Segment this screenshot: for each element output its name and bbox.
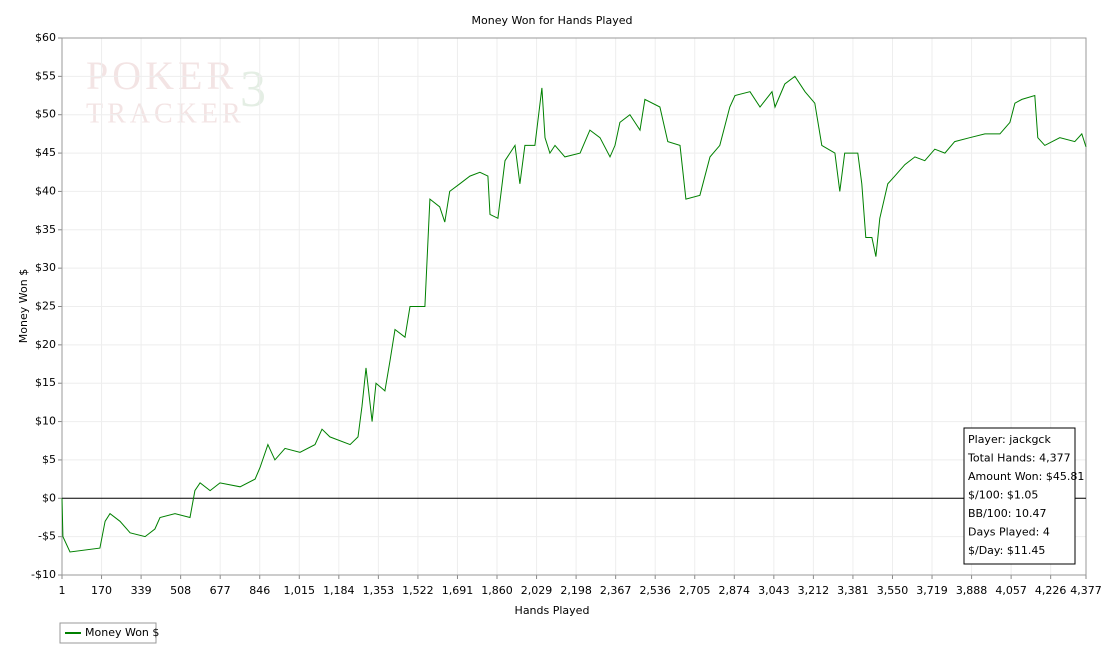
- x-tick-label: 4,226: [1035, 584, 1067, 597]
- y-tick-label: -$10: [31, 568, 56, 581]
- x-tick-label: 1,522: [402, 584, 434, 597]
- plot-border: [61, 37, 1087, 576]
- x-tick-label: 1: [59, 584, 66, 597]
- y-tick-label: -$5: [38, 530, 56, 543]
- x-tick-label: 2,198: [560, 584, 592, 597]
- watermark-text: TRACKER: [86, 98, 245, 129]
- x-tick-label: 1,015: [284, 584, 316, 597]
- x-tick-label: 339: [131, 584, 152, 597]
- watermark: POKER TRACKER 3: [86, 53, 270, 129]
- info-text: Days Played: 4: [968, 526, 1050, 539]
- x-tick-label: 1,184: [323, 584, 355, 597]
- x-tick-label: 2,705: [679, 584, 711, 597]
- info-text: Amount Won: $45.81: [968, 470, 1084, 483]
- y-tick-label: $40: [35, 184, 56, 197]
- y-tick-label: $20: [35, 338, 56, 351]
- x-tick-label: 677: [210, 584, 231, 597]
- x-tick-label: 1,353: [363, 584, 395, 597]
- x-tick-label: 1,691: [442, 584, 474, 597]
- info-text: $/Day: $11.45: [968, 544, 1045, 557]
- y-tick-label: $10: [35, 415, 56, 428]
- x-tick-label: 2,536: [639, 584, 671, 597]
- series-line: [61, 75, 1087, 553]
- x-tick-label: 846: [249, 584, 270, 597]
- x-tick-label: 3,043: [758, 584, 790, 597]
- y-axis-label: Money Won $: [17, 269, 30, 343]
- y-tick-label: $15: [35, 376, 56, 389]
- x-tick-label: 3,212: [798, 584, 830, 597]
- info-text: $/100: $1.05: [968, 489, 1038, 502]
- x-tick-label: 2,874: [719, 584, 751, 597]
- y-tick-label: $25: [35, 300, 56, 313]
- y-tick-label: $35: [35, 223, 56, 236]
- legend-box: [59, 622, 157, 644]
- info-box: [963, 427, 1076, 565]
- y-tick-label: $30: [35, 261, 56, 274]
- x-tick-label: 3,550: [877, 584, 909, 597]
- y-tick-label: $45: [35, 146, 56, 159]
- info-text: BB/100: 10.47: [968, 507, 1047, 520]
- legend-label: Money Won $: [85, 626, 159, 639]
- x-tick-label: 3,719: [916, 584, 948, 597]
- x-tick-label: 3,888: [956, 584, 988, 597]
- info-text: Total Hands: 4,377: [967, 452, 1071, 465]
- x-tick-label: 2,367: [600, 584, 632, 597]
- y-tick-label: $0: [42, 491, 56, 504]
- y-tick-label: $55: [35, 69, 56, 82]
- x-tick-label: 4,057: [995, 584, 1027, 597]
- x-tick-label: 2,029: [521, 584, 553, 597]
- y-tick-label: $50: [35, 108, 56, 121]
- y-tick-label: $5: [42, 453, 56, 466]
- x-tick-label: 508: [170, 584, 191, 597]
- x-tick-label: 3,381: [837, 584, 869, 597]
- watermark-text: POKER: [86, 53, 237, 98]
- x-axis-label: Hands Played: [515, 604, 590, 617]
- y-tick-label: $60: [35, 31, 56, 44]
- x-tick-label: 4,377: [1070, 584, 1102, 597]
- chart-title: Money Won for Hands Played: [472, 14, 633, 27]
- x-tick-label: 170: [91, 584, 112, 597]
- info-text: Player: jackgck: [968, 433, 1051, 446]
- x-tick-label: 1,860: [481, 584, 513, 597]
- watermark-text: 3: [240, 61, 270, 118]
